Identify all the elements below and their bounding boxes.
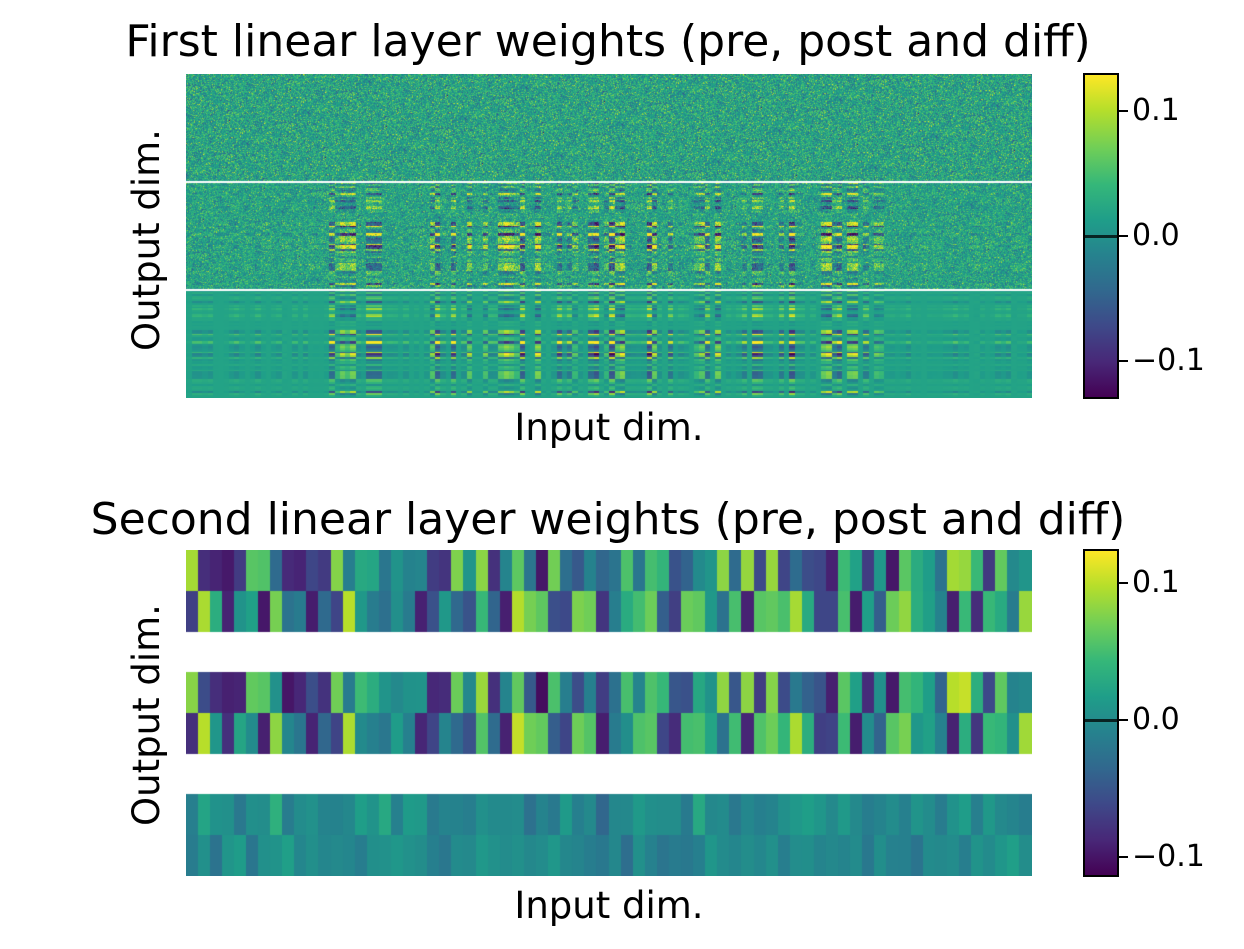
colorbar-tick — [1119, 360, 1128, 363]
chart1-heatmap — [186, 74, 1032, 398]
chart2-title: Second linear layer weights (pre, post a… — [90, 494, 1126, 545]
chart2-xlabel: Input dim. — [514, 884, 704, 927]
colorbar-tick-label: 0.0 — [1132, 701, 1180, 737]
colorbar-tick — [1119, 855, 1128, 858]
chart2-heatmap — [186, 550, 1032, 876]
chart2-colorbar — [1083, 549, 1119, 877]
colorbar-tick-label: −0.1 — [1132, 838, 1205, 874]
colorbar-tick-label: −0.1 — [1132, 343, 1205, 379]
colorbar-zero-line — [1083, 718, 1119, 722]
colorbar-tick — [1119, 109, 1128, 112]
chart1-title: First linear layer weights (pre, post an… — [125, 16, 1091, 67]
colorbar-tick-label: 0.1 — [1132, 565, 1180, 601]
colorbar-tick-label: 0.1 — [1132, 92, 1180, 128]
colorbar-tick-label: 0.0 — [1132, 218, 1180, 253]
chart1-xlabel: Input dim. — [514, 406, 704, 449]
chart2-ylabel: Output dim. — [125, 604, 168, 826]
colorbar-tick — [1119, 235, 1128, 237]
colorbar-tick — [1119, 582, 1128, 585]
colorbar-tick — [1119, 718, 1128, 721]
chart1-ylabel: Output dim. — [125, 129, 168, 351]
colorbar-zero-line — [1083, 235, 1119, 238]
